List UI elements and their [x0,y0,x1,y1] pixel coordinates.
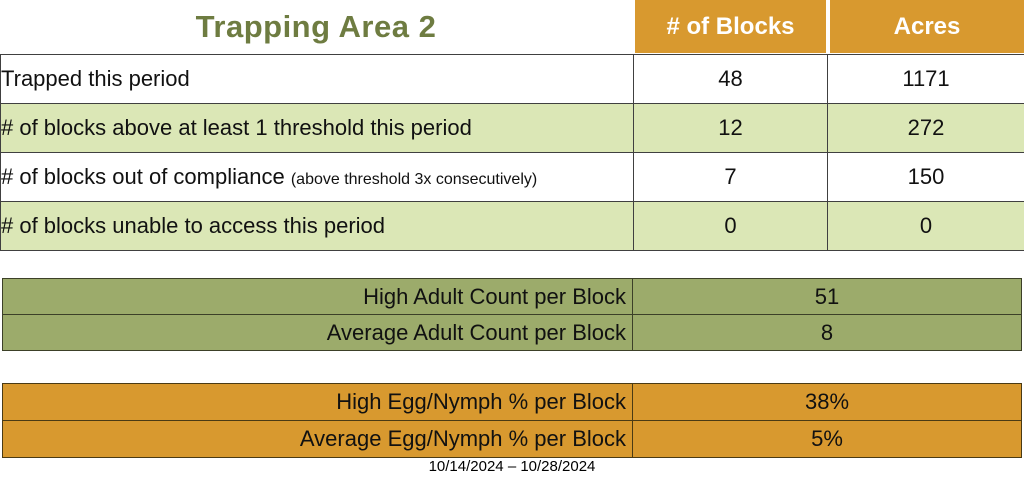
acres-value: 272 [827,103,1024,153]
table-row: Trapped this period 48 1171 [0,54,1024,104]
row-label-text: Trapped this period [1,66,190,91]
header-row: Trapping Area 2 # of Blocks Acres [0,0,1024,53]
row-label: # of blocks unable to access this period [0,201,634,251]
adult-summary-section: High Adult Count per Block 51 Average Ad… [2,278,1022,351]
summary-label: High Adult Count per Block [3,279,633,314]
col-header-acres: Acres [830,0,1024,53]
summary-row: Average Adult Count per Block 8 [3,314,1021,350]
summary-table: Trapped this period 48 1171 # of blocks … [0,54,1024,251]
row-label: # of blocks out of compliance (above thr… [0,152,634,202]
row-label-text: # of blocks unable to access this period [1,213,386,238]
summary-value: 51 [814,283,840,309]
summary-value: 38% [804,389,850,414]
table-row: # of blocks out of compliance (above thr… [0,152,1024,202]
summary-row: Average Egg/Nymph % per Block 5% [3,420,1021,457]
summary-label: Average Adult Count per Block [3,315,633,350]
col-header-blocks: # of Blocks [635,0,826,53]
row-label-text: # of blocks above at least 1 threshold t… [1,115,472,140]
blocks-value: 12 [633,103,828,153]
table-row: # of blocks above at least 1 threshold t… [0,103,1024,153]
acres-value: 1171 [827,54,1024,104]
acres-value: 150 [827,152,1024,202]
summary-row: High Adult Count per Block 51 [3,279,1021,314]
row-label-note: (above threshold 3x consecutively) [290,171,538,188]
blocks-value: 7 [633,152,828,202]
page-title: Trapping Area 2 [195,8,437,44]
summary-label: Average Egg/Nymph % per Block [3,421,633,457]
egg-summary-section: High Egg/Nymph % per Block 38% Average E… [2,383,1022,458]
row-label-text: # of blocks out of compliance [1,164,285,189]
summary-value: 8 [820,319,834,345]
blocks-value: 0 [633,201,828,251]
acres-value: 0 [827,201,1024,251]
summary-row: High Egg/Nymph % per Block 38% [3,384,1021,420]
blocks-value: 48 [633,54,828,104]
row-label: # of blocks above at least 1 threshold t… [0,103,634,153]
summary-label: High Egg/Nymph % per Block [3,384,633,420]
row-label: Trapped this period [0,54,634,104]
summary-value: 5% [811,426,843,451]
date-range: 10/14/2024 – 10/28/2024 [428,458,596,475]
table-row: # of blocks unable to access this period… [0,201,1024,251]
